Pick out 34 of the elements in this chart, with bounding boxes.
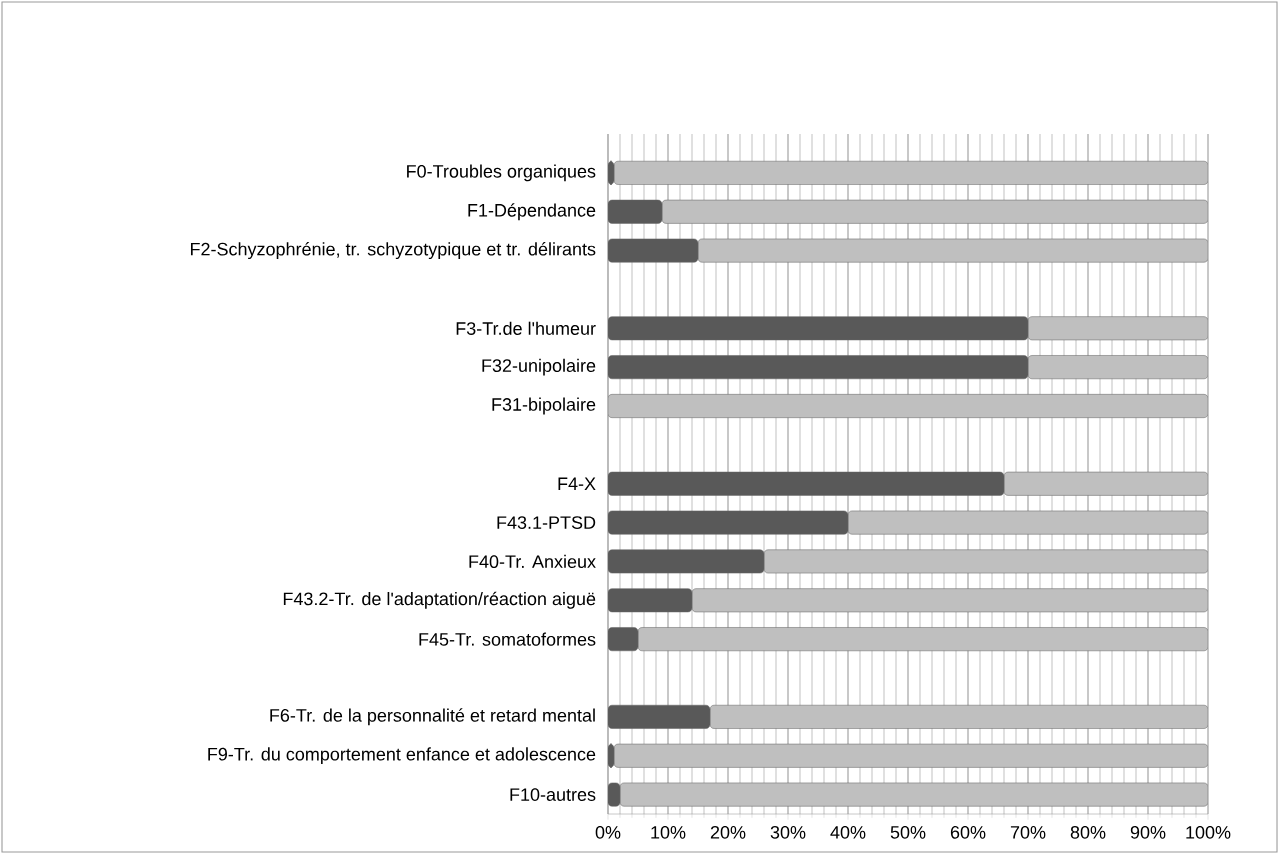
bar: [608, 704, 711, 729]
x-tick-label: 30%: [770, 825, 806, 839]
y-tick-label: F9-Tr. du comportement enfance et adolescence: [208, 747, 596, 765]
x-tick-label: 60%: [950, 825, 986, 839]
y-tick-label: F3-Tr.de l'humeur: [456, 321, 596, 335]
bar: [608, 588, 693, 613]
x-tick-label: 90%: [1130, 825, 1166, 839]
x-tick-label: 20%: [710, 825, 746, 839]
bar: [608, 471, 1005, 496]
bar: [608, 316, 1029, 341]
y-tick-label: F43.2-Tr. de l'adaptation/réaction aiguë: [283, 591, 596, 609]
x-tick-label: 70%: [1010, 825, 1046, 839]
bar: [608, 549, 765, 574]
x-tick-label: 100%: [1186, 825, 1231, 839]
bar: [608, 355, 1029, 380]
y-tick-label: F2-Schyzophrénie, tr. schyzotypique et tr. délirants: [190, 242, 596, 260]
y-tick-label: F4-X: [558, 477, 596, 490]
y-tick-label: F6-Tr. de la personnalité et retard mental: [270, 708, 595, 726]
x-tick-label: 40%: [830, 825, 866, 839]
x-tick-label: 0%: [595, 825, 621, 839]
y-tick-label: F43.1-PTSD: [497, 516, 596, 529]
y-tick-label: F0-Troubles organiques: [407, 164, 596, 182]
x-tick-label: 10%: [651, 825, 686, 839]
bar: [608, 510, 849, 535]
y-tick-label: F10-autres: [510, 788, 596, 801]
y-tick-label: F40-Tr. Anxieux: [469, 554, 596, 569]
y-tick-label: F31-bipolaire: [492, 397, 596, 415]
bar: [608, 199, 663, 224]
x-tick-label: 80%: [1070, 825, 1106, 839]
bar: [608, 238, 699, 263]
y-tick-label: F1-Dépendance: [468, 203, 596, 221]
y-tick-label: F32-unipolaire: [482, 358, 596, 376]
x-tick-label: 50%: [890, 825, 926, 839]
y-tick-label: F45-Tr. somatoformes: [419, 632, 596, 646]
